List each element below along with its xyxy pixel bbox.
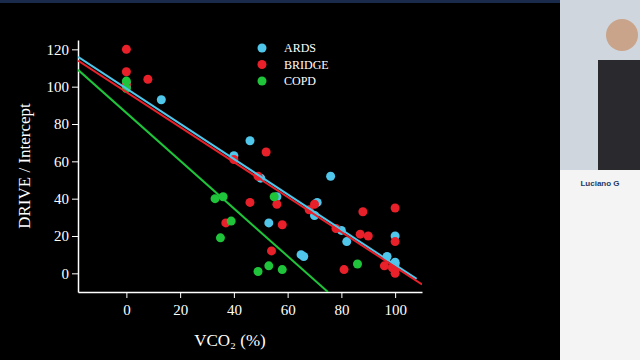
y-tick-label: 0 <box>62 266 70 282</box>
x-tick-label: 100 <box>384 302 407 318</box>
point <box>264 218 273 227</box>
y-axis-line <box>78 41 80 293</box>
y-tick: 20 <box>54 228 78 244</box>
x-tick: 60 <box>281 292 296 318</box>
y-tick-mark <box>72 273 78 274</box>
point <box>143 75 152 84</box>
x-tick-mark <box>395 292 396 298</box>
point <box>270 192 279 201</box>
x-tick-label: 40 <box>227 302 242 318</box>
y-axis: 0 20 40 60 80 100 120 <box>47 41 79 293</box>
y-tick-mark <box>72 49 78 50</box>
x-tick-mark <box>126 292 127 298</box>
point <box>356 230 365 239</box>
point <box>246 136 255 145</box>
x-tick-mark <box>234 292 235 298</box>
y-tick-label: 20 <box>54 228 69 244</box>
background <box>0 0 640 360</box>
legend-item: ARDS <box>258 41 317 55</box>
point <box>262 148 271 157</box>
legend-swatch <box>258 77 267 86</box>
legend-label: ARDS <box>284 41 316 55</box>
speaker-head <box>606 19 638 51</box>
point <box>254 267 263 276</box>
x-tick: 40 <box>227 292 242 318</box>
point <box>310 200 319 209</box>
y-tick-mark <box>72 124 78 125</box>
legend-item: BRIDGE <box>258 58 329 72</box>
speaker-name: Luciano G <box>580 179 619 188</box>
speaker-panel: Luciano G <box>560 0 640 360</box>
y-tick-label: 80 <box>54 116 69 132</box>
point <box>278 265 287 274</box>
fit-line <box>78 61 422 285</box>
y-tick: 100 <box>47 79 79 95</box>
y-tick: 60 <box>54 154 78 170</box>
x-tick-label: 80 <box>334 302 349 318</box>
point <box>326 172 335 181</box>
x-tick-mark <box>288 292 289 298</box>
y-tick-mark <box>72 87 78 88</box>
x-axis: 0 20 40 60 80 100 <box>79 292 423 318</box>
y-tick-label: 60 <box>54 154 69 170</box>
y-axis-title: DRIVE / Intercept <box>15 103 34 229</box>
y-tick-label: 40 <box>54 191 69 207</box>
point <box>391 237 400 246</box>
point <box>246 198 255 207</box>
x-tick-label: 0 <box>123 302 131 318</box>
x-tick: 80 <box>334 292 349 318</box>
point <box>264 261 273 270</box>
legend-item: COPD <box>258 74 317 88</box>
point <box>278 220 287 229</box>
x-axis-title: VCO₂ (%) <box>194 331 266 350</box>
legend-swatch <box>258 44 267 53</box>
y-tick: 0 <box>62 266 79 282</box>
y-tick: 80 <box>54 116 78 132</box>
top-bar <box>0 0 640 3</box>
point <box>364 232 373 241</box>
fit-line <box>78 70 328 292</box>
point <box>122 45 131 54</box>
point <box>340 265 349 274</box>
point <box>216 233 225 242</box>
y-tick-mark <box>72 161 78 162</box>
x-tick: 20 <box>173 292 188 318</box>
point <box>267 246 276 255</box>
legend-label: BRIDGE <box>284 58 329 72</box>
legend-swatch <box>258 60 267 69</box>
x-axis-line <box>79 292 423 294</box>
y-tick-label: 120 <box>47 42 70 58</box>
plot-area <box>78 45 422 292</box>
x-tick: 0 <box>123 292 131 318</box>
y-tick-mark <box>72 236 78 237</box>
slide: Luciano G 0 20 40 60 80 100 0 20 40 60 80 100 120 VCO₂… <box>0 0 640 360</box>
x-tick-label: 60 <box>281 302 296 318</box>
x-tick-mark <box>341 292 342 298</box>
point <box>122 67 131 76</box>
x-tick: 100 <box>384 292 407 318</box>
point <box>299 252 308 261</box>
point <box>227 217 236 226</box>
panel-bg <box>560 0 640 360</box>
x-tick-label: 20 <box>173 302 188 318</box>
point <box>353 260 362 269</box>
y-tick-mark <box>72 199 78 200</box>
legend-label: COPD <box>284 74 316 88</box>
point <box>157 95 166 104</box>
x-tick-mark <box>180 292 181 298</box>
fit-line <box>78 57 417 279</box>
series-copd <box>122 77 362 276</box>
speaker-body <box>598 60 640 170</box>
legend: ARDS BRIDGE COPD <box>258 41 329 88</box>
video-bg <box>560 0 640 170</box>
point <box>391 204 400 213</box>
y-tick-label: 100 <box>47 79 70 95</box>
y-tick: 120 <box>47 42 79 58</box>
y-tick: 40 <box>54 191 78 207</box>
point <box>358 207 367 216</box>
